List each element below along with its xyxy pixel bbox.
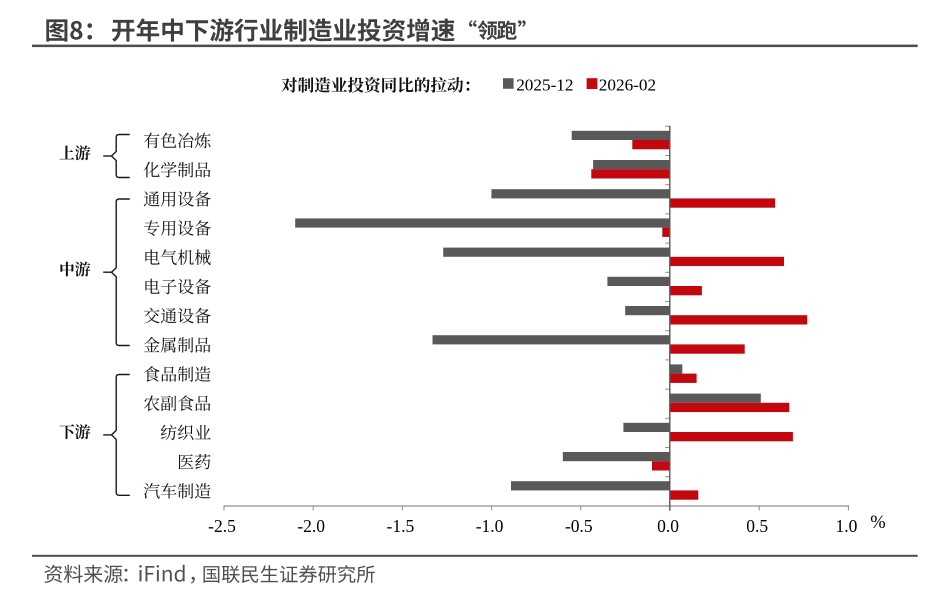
svg-text:0.5: 0.5: [746, 516, 768, 536]
svg-text:-2.5: -2.5: [208, 516, 236, 536]
svg-text:2025-12: 2025-12: [516, 75, 573, 94]
svg-text:-0.5: -0.5: [565, 516, 593, 536]
svg-text:1.0: 1.0: [835, 516, 857, 536]
svg-text:%: %: [870, 513, 885, 533]
svg-text:-1.0: -1.0: [476, 516, 504, 536]
svg-text:-1.5: -1.5: [387, 516, 415, 536]
svg-text:0.0: 0.0: [657, 516, 679, 536]
svg-text:-2.0: -2.0: [297, 516, 325, 536]
svg-text:2026-02: 2026-02: [599, 75, 656, 94]
